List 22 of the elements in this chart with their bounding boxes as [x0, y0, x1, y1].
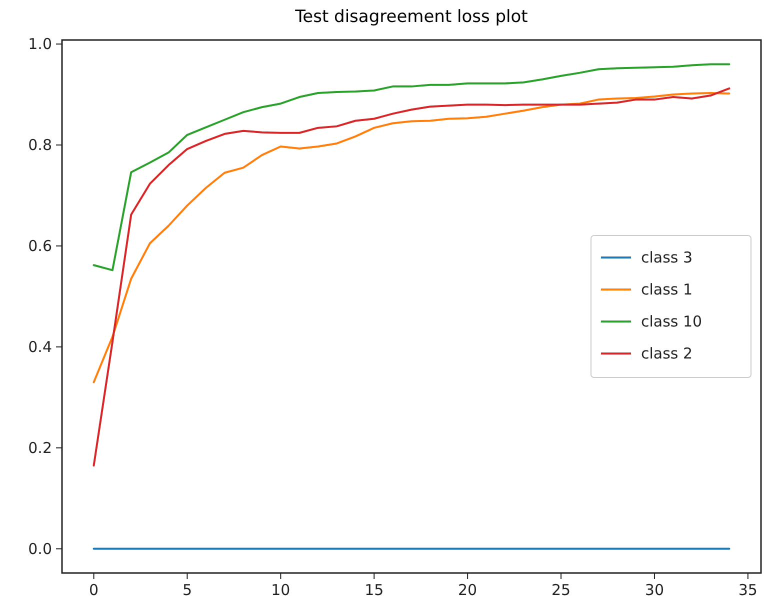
line-series: [92, 87, 730, 466]
y-tick-label: 0.8: [28, 136, 52, 154]
x-tick-label: 5: [182, 581, 192, 599]
line-series: [92, 92, 730, 384]
y-tick-label: 0.4: [28, 338, 52, 356]
y-tick-label: 1.0: [28, 35, 52, 54]
x-tick-label: 25: [551, 581, 571, 599]
y-tick-label: 0.2: [28, 438, 52, 457]
chart-title: Test disagreement loss plot: [294, 7, 528, 27]
y-tick-label: 0.0: [28, 540, 52, 558]
legend-label: class 10: [641, 312, 702, 330]
legend-label: class 3: [641, 248, 693, 266]
y-tick-label: 0.6: [28, 236, 52, 255]
x-tick-label: 0: [89, 581, 99, 599]
x-tick-label: 10: [271, 581, 290, 599]
legend-label: class 2: [641, 344, 693, 362]
x-tick-label: 20: [458, 581, 478, 599]
x-tick-label: 35: [738, 581, 758, 599]
legend-label: class 1: [641, 280, 693, 298]
line-series: [92, 63, 730, 272]
x-tick-label: 30: [644, 581, 664, 599]
x-tick-label: 15: [364, 581, 384, 599]
